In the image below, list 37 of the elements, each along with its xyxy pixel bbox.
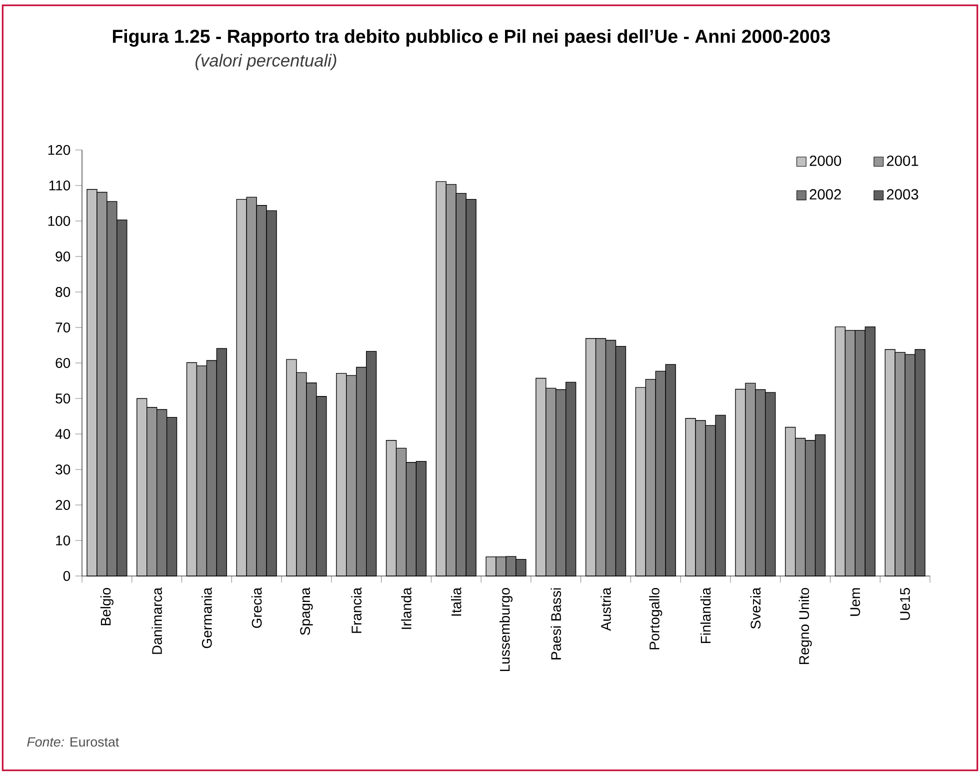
y-tick-label: 40 bbox=[55, 429, 70, 439]
x-tick-label: Grecia bbox=[251, 587, 262, 628]
x-tick-label: Finlandia bbox=[700, 587, 711, 644]
x-tick-label: Regno Unito bbox=[798, 588, 812, 664]
x-tick-label: Uem bbox=[850, 588, 860, 616]
x-tick-label: Irlanda bbox=[401, 587, 412, 629]
x-tick-label: Belgio bbox=[100, 588, 114, 626]
x-tick-label: Germania bbox=[202, 587, 212, 648]
legend-label: 2002 bbox=[810, 189, 841, 200]
legend-label: 2000 bbox=[810, 156, 842, 166]
x-tick-label: Francia bbox=[351, 587, 362, 633]
x-tick-label: Lussemburgo bbox=[499, 588, 513, 672]
y-tick-label: 100 bbox=[48, 216, 70, 226]
x-tick-label: Danimarca bbox=[152, 587, 162, 654]
y-tick-label: 80 bbox=[56, 287, 70, 297]
y-tick-label: 10 bbox=[56, 536, 70, 546]
legend-label: 2001 bbox=[886, 156, 918, 166]
text: Fonte: Eurostat bbox=[27, 737, 120, 747]
y-tick-label: 30 bbox=[56, 464, 70, 474]
x-tick-label: Svezia bbox=[750, 587, 761, 629]
chart-subtitle: (valori percentuali) bbox=[196, 54, 336, 70]
y-tick-label: 90 bbox=[56, 252, 70, 262]
x-tick-label: Portogallo bbox=[649, 588, 662, 650]
chart-title: Figura 1.25 - Rapporto tra debito pubblico e Pil nei paesi dell’Ue - Anni 2000-2003 bbox=[112, 29, 830, 47]
y-tick-label: 50 bbox=[56, 394, 70, 404]
y-tick-label: 110 bbox=[49, 180, 70, 190]
x-tick-label: Paesi Bassi bbox=[550, 588, 562, 660]
y-tick-label: 60 bbox=[56, 358, 70, 368]
y-tick-label: 20 bbox=[56, 500, 70, 510]
y-tick-label: 0 bbox=[63, 571, 70, 581]
y-tick-label: 70 bbox=[56, 322, 70, 332]
legend-label: 2003 bbox=[886, 189, 918, 200]
x-tick-label: Spagna bbox=[300, 587, 313, 636]
x-tick-label: Ue15 bbox=[900, 588, 910, 620]
x-tick-label: Italia bbox=[450, 587, 462, 616]
x-tick-label: Austria bbox=[600, 587, 611, 631]
y-tick-label: 120 bbox=[48, 145, 70, 155]
